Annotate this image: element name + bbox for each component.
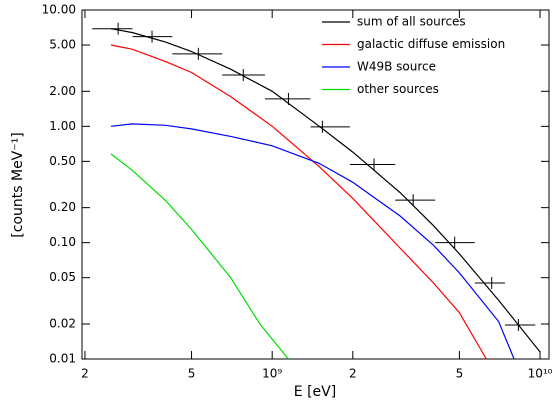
x-tick-label: 10⁹	[262, 367, 282, 381]
series-line	[110, 153, 289, 360]
plot-frame	[81, 9, 550, 360]
x-axis-title: E [eV]	[294, 384, 336, 400]
y-tick-label: 0.01	[49, 352, 76, 366]
y-tick-label: 0.20	[49, 200, 76, 214]
legend-label: sum of all sources	[357, 15, 466, 29]
y-tick-label: 2.00	[49, 84, 76, 98]
y-tick-label: 10.00	[42, 3, 76, 17]
series-line	[110, 44, 487, 360]
y-tick-label: 0.05	[49, 270, 76, 284]
y-tick-label: 0.10	[49, 235, 76, 249]
x-tick-label: 5	[456, 367, 464, 381]
legend-label: galactic diffuse emission	[357, 37, 505, 51]
series-line	[110, 28, 541, 353]
series-line	[110, 123, 515, 360]
x-tick-label: 10¹⁰	[528, 367, 553, 381]
x-tick-label: 5	[188, 367, 196, 381]
x-tick-label: 2	[349, 367, 357, 381]
legend-label: other sources	[357, 82, 439, 96]
y-tick-label: 0.02	[49, 316, 76, 330]
legend-label: W49B source	[357, 60, 436, 74]
y-tick-label: 5.00	[49, 38, 76, 52]
y-axis-title: [counts MeV⁻¹]	[10, 132, 26, 237]
y-tick-label: 1.00	[49, 119, 76, 133]
x-tick-label: 2	[81, 367, 89, 381]
y-tick-label: 0.50	[49, 154, 76, 168]
